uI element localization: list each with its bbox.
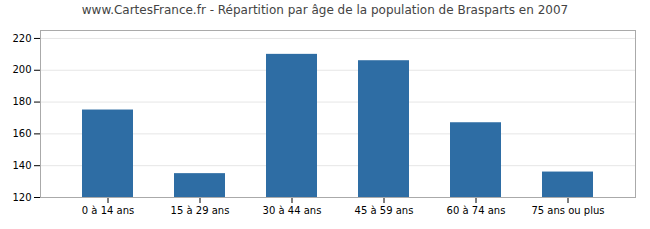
html-text:www.CartesFrance.fr - Répartit: www.CartesFrance.fr - Répartition par âg… — [81, 3, 569, 17]
svg-text:30 à 44 ans: 30 à 44 ans — [263, 205, 322, 216]
svg-text:140: 140 — [12, 160, 31, 171]
svg-text:160: 160 — [12, 128, 31, 139]
svg-text:220: 220 — [12, 33, 31, 44]
svg-text:75 ans ou plus: 75 ans ou plus — [531, 205, 604, 216]
svg-text:120: 120 — [12, 192, 31, 203]
svg-text:0 à 14 ans: 0 à 14 ans — [82, 205, 134, 216]
svg-text:45 à 59 ans: 45 à 59 ans — [355, 205, 414, 216]
svg-text:200: 200 — [12, 64, 31, 75]
svg-text:15 à 29 ans: 15 à 29 ans — [171, 205, 230, 216]
svg-text:60 à 74 ans: 60 à 74 ans — [447, 205, 506, 216]
svg-text:180: 180 — [12, 96, 31, 107]
